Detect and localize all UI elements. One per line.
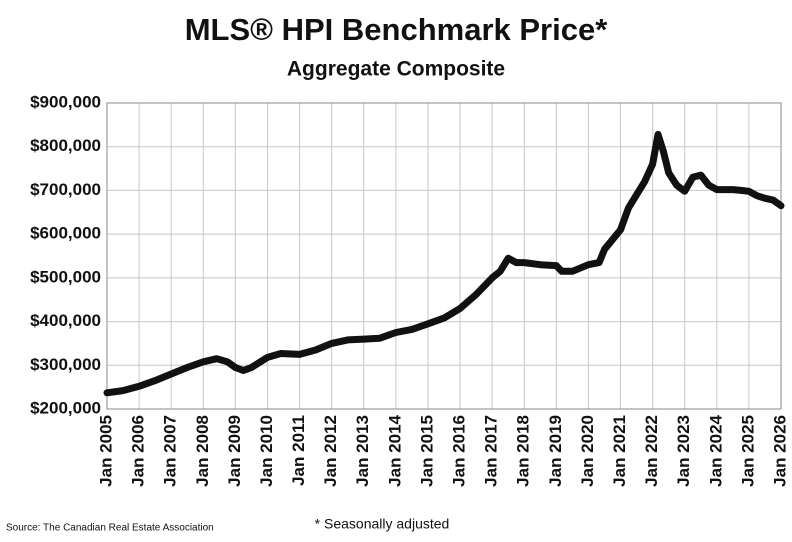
source: Source: The Canadian Real Estate Associa… [6,523,214,534]
plot-border [106,102,782,410]
y-tick-label: $400,000 [30,311,101,330]
x-tick-label: Jan 2013 [353,415,372,487]
x-tick-label: Jan 2012 [321,415,340,487]
x-tick-label: Jan 2005 [96,415,115,487]
x-tick-label: Jan 2019 [546,415,565,487]
y-tick-label: $900,000 [30,92,101,111]
x-tick-label: Jan 2007 [161,415,180,487]
y-tick-label: $500,000 [30,267,101,286]
x-tick-label: Jan 2021 [610,415,629,487]
y-tick-label: $800,000 [30,136,101,155]
y-tick-label: $600,000 [30,224,101,243]
x-tick-label: Jan 2010 [257,415,276,487]
chart-title: MLS® HPI Benchmark Price* [185,12,608,47]
x-tick-label: Jan 2017 [482,415,501,487]
x-tick-label: Jan 2018 [514,415,533,487]
x-tick-label: Jan 2020 [578,415,597,487]
x-tick-label: Jan 2022 [642,415,661,487]
y-tick-label: $700,000 [30,180,101,199]
x-tick-label: Jan 2014 [385,414,404,486]
x-tick-label: Jan 2016 [450,415,469,487]
y-tick-label: $200,000 [30,398,101,417]
x-tick-label: Jan 2006 [129,415,148,487]
chart-subtitle: Aggregate Composite [287,58,505,81]
footnote: * Seasonally adjusted [315,516,450,532]
x-tick-label: Jan 2008 [193,415,212,487]
x-tick-label: Jan 2026 [770,415,789,487]
x-tick-label: Jan 2015 [417,415,436,487]
line [103,131,785,397]
x-tick-label: Jan 2009 [225,415,244,487]
x-tick-label: Jan 2024 [706,414,725,486]
x-tick-label: Jan 2023 [674,415,693,487]
y-tick-label: $300,000 [30,355,101,374]
x-tick-label: Jan 2011 [289,415,308,486]
x-tick-label: Jan 2025 [738,415,757,487]
